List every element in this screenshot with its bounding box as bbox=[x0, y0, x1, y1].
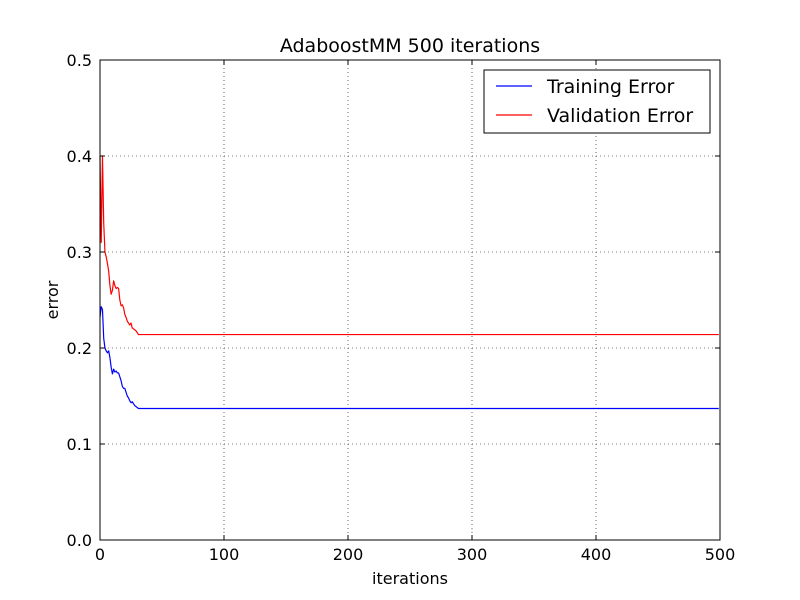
y-axis-label: error bbox=[43, 280, 62, 319]
y-tick-label: 0.2 bbox=[67, 339, 92, 358]
axis-ticks bbox=[99, 59, 721, 541]
x-tick-label: 400 bbox=[581, 545, 612, 564]
y-tick-label: 0.3 bbox=[67, 243, 92, 262]
y-tick-label: 0.4 bbox=[67, 147, 92, 166]
x-tick-label: 0 bbox=[95, 545, 105, 564]
x-tick-label: 300 bbox=[457, 545, 488, 564]
series-layer bbox=[99, 155, 719, 410]
plot-area bbox=[100, 60, 720, 540]
legend: Training Error Validation Error bbox=[483, 69, 711, 134]
tick-labels: 0 100 200 300 400 500 0.0 0.1 0.2 0.3 0.4 0.5 bbox=[67, 51, 736, 564]
grid-lines bbox=[100, 60, 720, 540]
legend-label-training-error: Training Error bbox=[546, 76, 675, 98]
y-tick-label: 0.5 bbox=[67, 51, 92, 70]
plot-frame bbox=[99, 59, 721, 541]
x-axis-label: iterations bbox=[372, 569, 448, 588]
y-tick-label: 0.0 bbox=[67, 531, 92, 550]
legend-label-validation-error: Validation Error bbox=[547, 105, 693, 127]
x-tick-label: 100 bbox=[209, 545, 240, 564]
series-line-validation-error bbox=[99, 155, 719, 336]
legend-box bbox=[483, 69, 711, 134]
chart-title: AdaboostMM 500 iterations bbox=[280, 35, 540, 57]
x-tick-label: 200 bbox=[333, 545, 364, 564]
x-tick-label: 500 bbox=[705, 545, 736, 564]
series-line-training-error bbox=[99, 306, 719, 410]
y-tick-label: 0.1 bbox=[67, 435, 92, 454]
